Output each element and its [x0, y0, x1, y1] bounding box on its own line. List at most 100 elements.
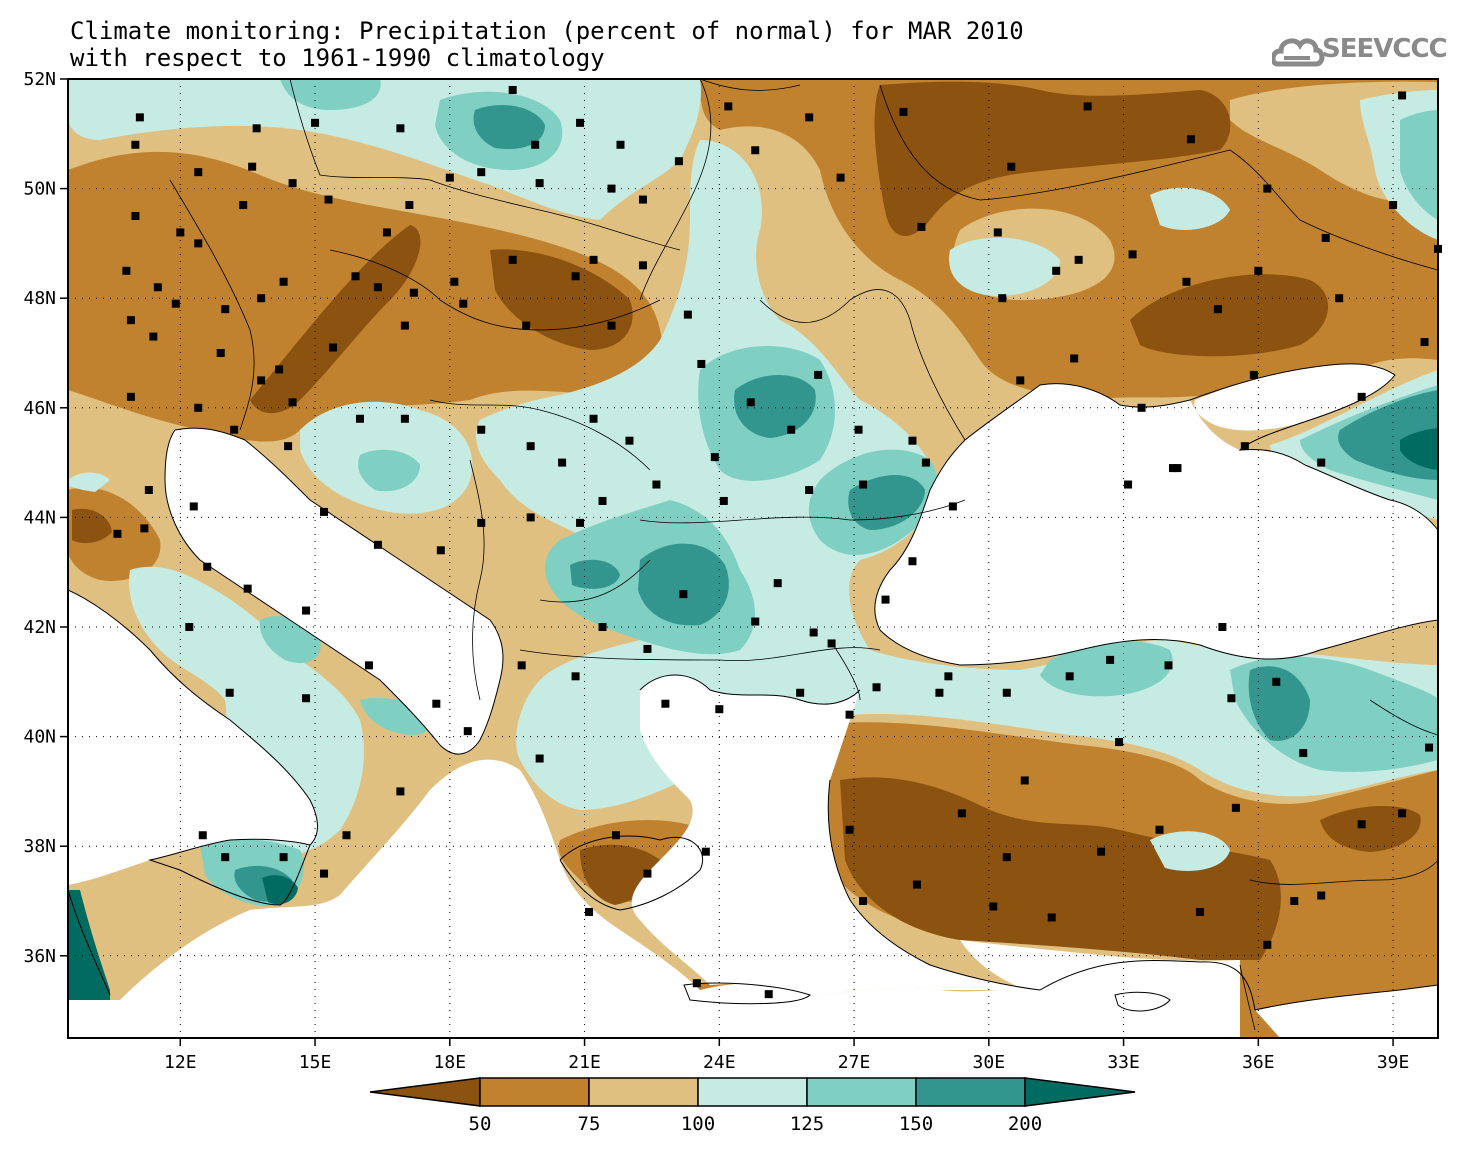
station-marker [194, 239, 203, 248]
station-marker [607, 321, 616, 330]
station-marker [355, 414, 364, 423]
station-marker [1124, 480, 1133, 489]
station-marker [279, 853, 288, 862]
station-marker [257, 376, 266, 385]
station-marker [1020, 776, 1029, 785]
station-marker [284, 442, 293, 451]
station-marker [400, 414, 409, 423]
station-marker [1263, 184, 1272, 193]
wettest-turkey-ne [1248, 666, 1310, 741]
station-marker [1083, 102, 1092, 111]
station-marker [535, 754, 544, 763]
station-marker [576, 118, 585, 127]
station-marker [531, 140, 540, 149]
station-marker [872, 683, 881, 692]
station-marker [248, 162, 257, 171]
station-marker [719, 496, 728, 505]
station-marker [1357, 392, 1366, 401]
station-marker [787, 425, 796, 434]
station-marker [329, 343, 338, 352]
station-marker [746, 398, 755, 407]
station-marker [1335, 294, 1344, 303]
station-marker [477, 518, 486, 527]
colorbar-label: 200 [1008, 1113, 1042, 1135]
wetter-balkan [358, 449, 420, 492]
station-marker [638, 261, 647, 270]
tyrrhenian-mask [68, 590, 318, 885]
y-tick-label: 48N [23, 288, 56, 309]
extreme-caucasus [1400, 428, 1438, 470]
seevccc-logo: SEEVCCC [1322, 34, 1448, 64]
station-marker [571, 672, 580, 681]
station-marker [535, 179, 544, 188]
station-marker [477, 168, 486, 177]
station-marker [1398, 809, 1407, 818]
station-marker [1227, 694, 1236, 703]
colorbar-low-triangle [369, 1077, 481, 1107]
station-marker [122, 266, 131, 275]
x-tick-label: 36E [1242, 1052, 1275, 1073]
station-marker [144, 486, 153, 494]
station-marker [1074, 255, 1083, 264]
colorbar-high-triangle [1024, 1077, 1136, 1107]
colorbar-label: 75 [578, 1113, 601, 1135]
station-marker [113, 529, 122, 538]
station-marker [643, 869, 652, 878]
station-marker [131, 140, 140, 149]
station-marker [373, 540, 382, 549]
colorbar-box [915, 1077, 1026, 1107]
map-field [68, 79, 1438, 1038]
y-tick-label: 42N [23, 617, 56, 638]
station-marker [679, 590, 688, 599]
station-marker [908, 436, 917, 445]
station-marker [652, 480, 661, 489]
station-marker [1182, 277, 1191, 286]
station-marker [854, 425, 863, 434]
y-tick-label: 46N [23, 398, 56, 419]
station-marker [302, 694, 311, 703]
station-marker [1299, 749, 1308, 758]
station-marker [701, 847, 710, 856]
station-marker [1164, 661, 1173, 670]
station-marker [176, 228, 185, 237]
station-marker [661, 699, 670, 708]
wet-ne-circle [949, 237, 1060, 296]
station-marker [616, 140, 625, 149]
station-marker [957, 809, 966, 818]
map-title-line1: Climate monitoring: Precipitation (perce… [70, 17, 1024, 45]
station-marker [320, 507, 329, 516]
extreme-sardinia [68, 890, 110, 1000]
station-marker [257, 294, 266, 303]
wetter-germany [280, 79, 381, 110]
station-marker [1173, 464, 1182, 473]
station-marker [589, 414, 598, 423]
x-tick-label: 39E [1377, 1052, 1410, 1073]
wet-ne-circle2 [1150, 187, 1230, 230]
very-dry-ne2 [1130, 274, 1329, 357]
station-marker [751, 146, 760, 155]
y-axis: 52N 50N 48N 46N 44N 42N 40N 38N 36N [23, 69, 68, 967]
station-marker [320, 869, 329, 878]
station-marker [751, 617, 760, 626]
station-marker [140, 524, 149, 533]
ionian-mask [68, 759, 1150, 1038]
station-marker [1420, 338, 1429, 347]
station-marker [409, 288, 418, 297]
station-marker [1186, 135, 1195, 144]
station-marker [683, 310, 692, 319]
station-marker [351, 272, 360, 281]
station-marker [522, 321, 531, 330]
wettest-poland [473, 105, 545, 150]
station-marker [827, 639, 836, 648]
station-marker [764, 990, 773, 999]
station-marker [859, 897, 868, 905]
station-marker [1263, 940, 1272, 949]
x-axis: 12E 15E 18E 21E 24E 27E 30E 33E 36E 39E [164, 1038, 1409, 1073]
colorbar-box [588, 1077, 699, 1107]
station-marker [194, 168, 203, 177]
station-marker [1007, 162, 1016, 171]
station-marker [948, 502, 957, 511]
station-marker [921, 458, 930, 467]
station-marker [396, 787, 405, 796]
